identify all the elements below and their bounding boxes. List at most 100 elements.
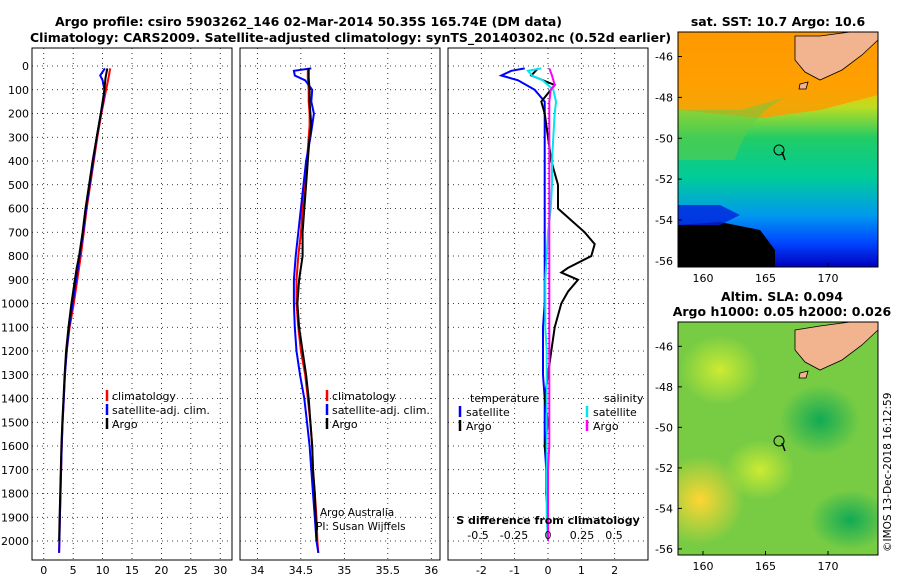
new-zealand-land-2 [794, 322, 878, 371]
x-tick-label: 20 [154, 564, 168, 577]
series-line-salinity-argo [547, 68, 556, 541]
map-x-tick-label: 165 [755, 272, 776, 285]
legend-entry: satellite-adj. clim. [332, 404, 430, 417]
sst-land-mask [678, 222, 775, 267]
map-y-tick-label: -46 [655, 340, 673, 353]
map-x-tick-label: 165 [755, 560, 776, 573]
y-tick-label: 1900 [1, 511, 29, 524]
sst-cold-region [678, 205, 740, 225]
legend-group-title: temperature [470, 392, 539, 405]
map-y-tick-label: -56 [655, 255, 673, 268]
series-line-argo [296, 68, 318, 542]
legend-entry: Argo [332, 418, 358, 431]
legend-entry: Argo [112, 418, 138, 431]
y-tick-label: 600 [8, 203, 29, 216]
y-tick-label: 1600 [1, 440, 29, 453]
legend-entry: Argo [466, 420, 492, 433]
profile-panels: 0 5 10 15 20 25 300100200300400500600700800900… [1, 47, 649, 584]
profile-location-marker-2 [773, 435, 785, 447]
y-tick-label: 0 [22, 60, 29, 73]
legend-entry: satellite-adj. clim. [112, 404, 210, 417]
sla-anomaly-c [725, 440, 795, 500]
sla-map-frame [677, 321, 879, 556]
y-tick-label: 900 [8, 274, 29, 287]
header-line-1: Argo profile: csiro 5903262_146 02-Mar-2… [55, 14, 562, 30]
y-tick-label: 1500 [1, 416, 29, 429]
y-tick-label: 2000 [1, 535, 29, 548]
series-line-argo [58, 68, 109, 542]
sla-map [678, 322, 878, 555]
sla-map-ticks: 160 165 170 -46 -48 -50 -52 -54 -56 [655, 340, 838, 573]
y-tick-label: 1800 [1, 488, 29, 501]
y-tick-label: 300 [8, 131, 29, 144]
header-line-2: Climatology: CARS2009. Satellite-adjuste… [30, 30, 671, 46]
sst-front [678, 95, 795, 160]
map-y-tick-label: -46 [655, 51, 673, 64]
map-x-tick-label: 170 [818, 560, 839, 573]
profile-location-marker [773, 144, 785, 156]
map-y-tick-label: -52 [655, 173, 673, 186]
sla-map-title-2: Argo h1000: 0.05 h2000: 0.026 [673, 304, 892, 319]
legend-group-title: salinity [604, 392, 644, 405]
map-y-tick-label: -48 [655, 381, 673, 394]
series-line-climatology [58, 68, 112, 553]
top-x-tick-label: 0 [545, 529, 552, 542]
sla-map-title-1: Altim. SLA: 0.094 [721, 289, 843, 304]
panel-frame-salinity [239, 47, 441, 561]
x-tick-label: 10 [96, 564, 110, 577]
profile-track [781, 151, 786, 161]
map-x-tick-label: 160 [693, 560, 714, 573]
profile-track-2 [781, 442, 786, 452]
map-y-tick-label: -54 [655, 502, 673, 515]
legend-entry: climatology [112, 390, 176, 403]
x-tick-label: 0 [545, 564, 552, 577]
map-y-tick-label: -54 [655, 214, 673, 227]
series-line-salinity-satellite [526, 67, 558, 542]
x-tick-label: -1 [509, 564, 520, 577]
x-tick-label: 34 [250, 564, 264, 577]
map-y-tick-label: -56 [655, 543, 673, 556]
x-tick-label: 1 [578, 564, 585, 577]
top-x-axis-label: S difference from climatology [456, 514, 640, 527]
y-tick-label: 1300 [1, 369, 29, 382]
top-x-tick-label: 0.25 [570, 529, 595, 542]
series-line-satellite-adj-clim- [58, 67, 106, 553]
y-tick-label: 1700 [1, 464, 29, 477]
x-tick-label: 35.5 [376, 564, 401, 577]
y-tick-label: 200 [8, 108, 29, 121]
map-x-tick-label: 160 [693, 272, 714, 285]
top-x-tick-label: -0.5 [467, 529, 488, 542]
x-tick-label: 25 [184, 564, 198, 577]
x-tick-label: 5 [70, 564, 77, 577]
top-x-tick-label: -0.25 [500, 529, 528, 542]
new-zealand-land [794, 32, 878, 81]
island [798, 81, 809, 90]
x-tick-label: -2 [476, 564, 487, 577]
legend-entry: satellite [466, 406, 510, 419]
island-2 [798, 370, 809, 379]
sla-anomaly-e [810, 490, 878, 550]
y-tick-label: 400 [8, 155, 29, 168]
legend-entry: climatology [332, 390, 396, 403]
sst-map-ticks: 160 165 170 -46 -48 -50 -52 -54 -56 [655, 51, 838, 285]
x-tick-label: 2 [611, 564, 618, 577]
x-tick-label: 15 [125, 564, 139, 577]
x-tick-label: 34.5 [289, 564, 314, 577]
y-tick-label: 1100 [1, 321, 29, 334]
sla-anomaly-a [680, 335, 760, 405]
legend-entry: Argo [593, 420, 619, 433]
map-x-tick-label: 170 [818, 272, 839, 285]
credit-line-1: Argo Australia [320, 507, 394, 519]
sst-map-frame [677, 31, 879, 268]
map-y-tick-label: -48 [655, 91, 673, 104]
top-x-tick-label: 0.5 [605, 529, 623, 542]
map-y-tick-label: -50 [655, 132, 673, 145]
credit-line-2: PI: Susan Wijffels [316, 521, 406, 533]
y-tick-label: 1200 [1, 345, 29, 358]
map-y-tick-label: -52 [655, 462, 673, 475]
x-tick-label: 36 [424, 564, 438, 577]
y-tick-label: 500 [8, 179, 29, 192]
x-tick-label: 30 [213, 564, 227, 577]
